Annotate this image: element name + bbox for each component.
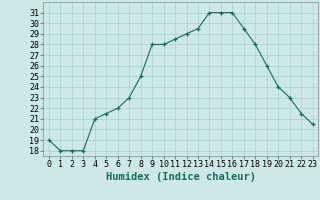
X-axis label: Humidex (Indice chaleur): Humidex (Indice chaleur) [106,172,256,182]
